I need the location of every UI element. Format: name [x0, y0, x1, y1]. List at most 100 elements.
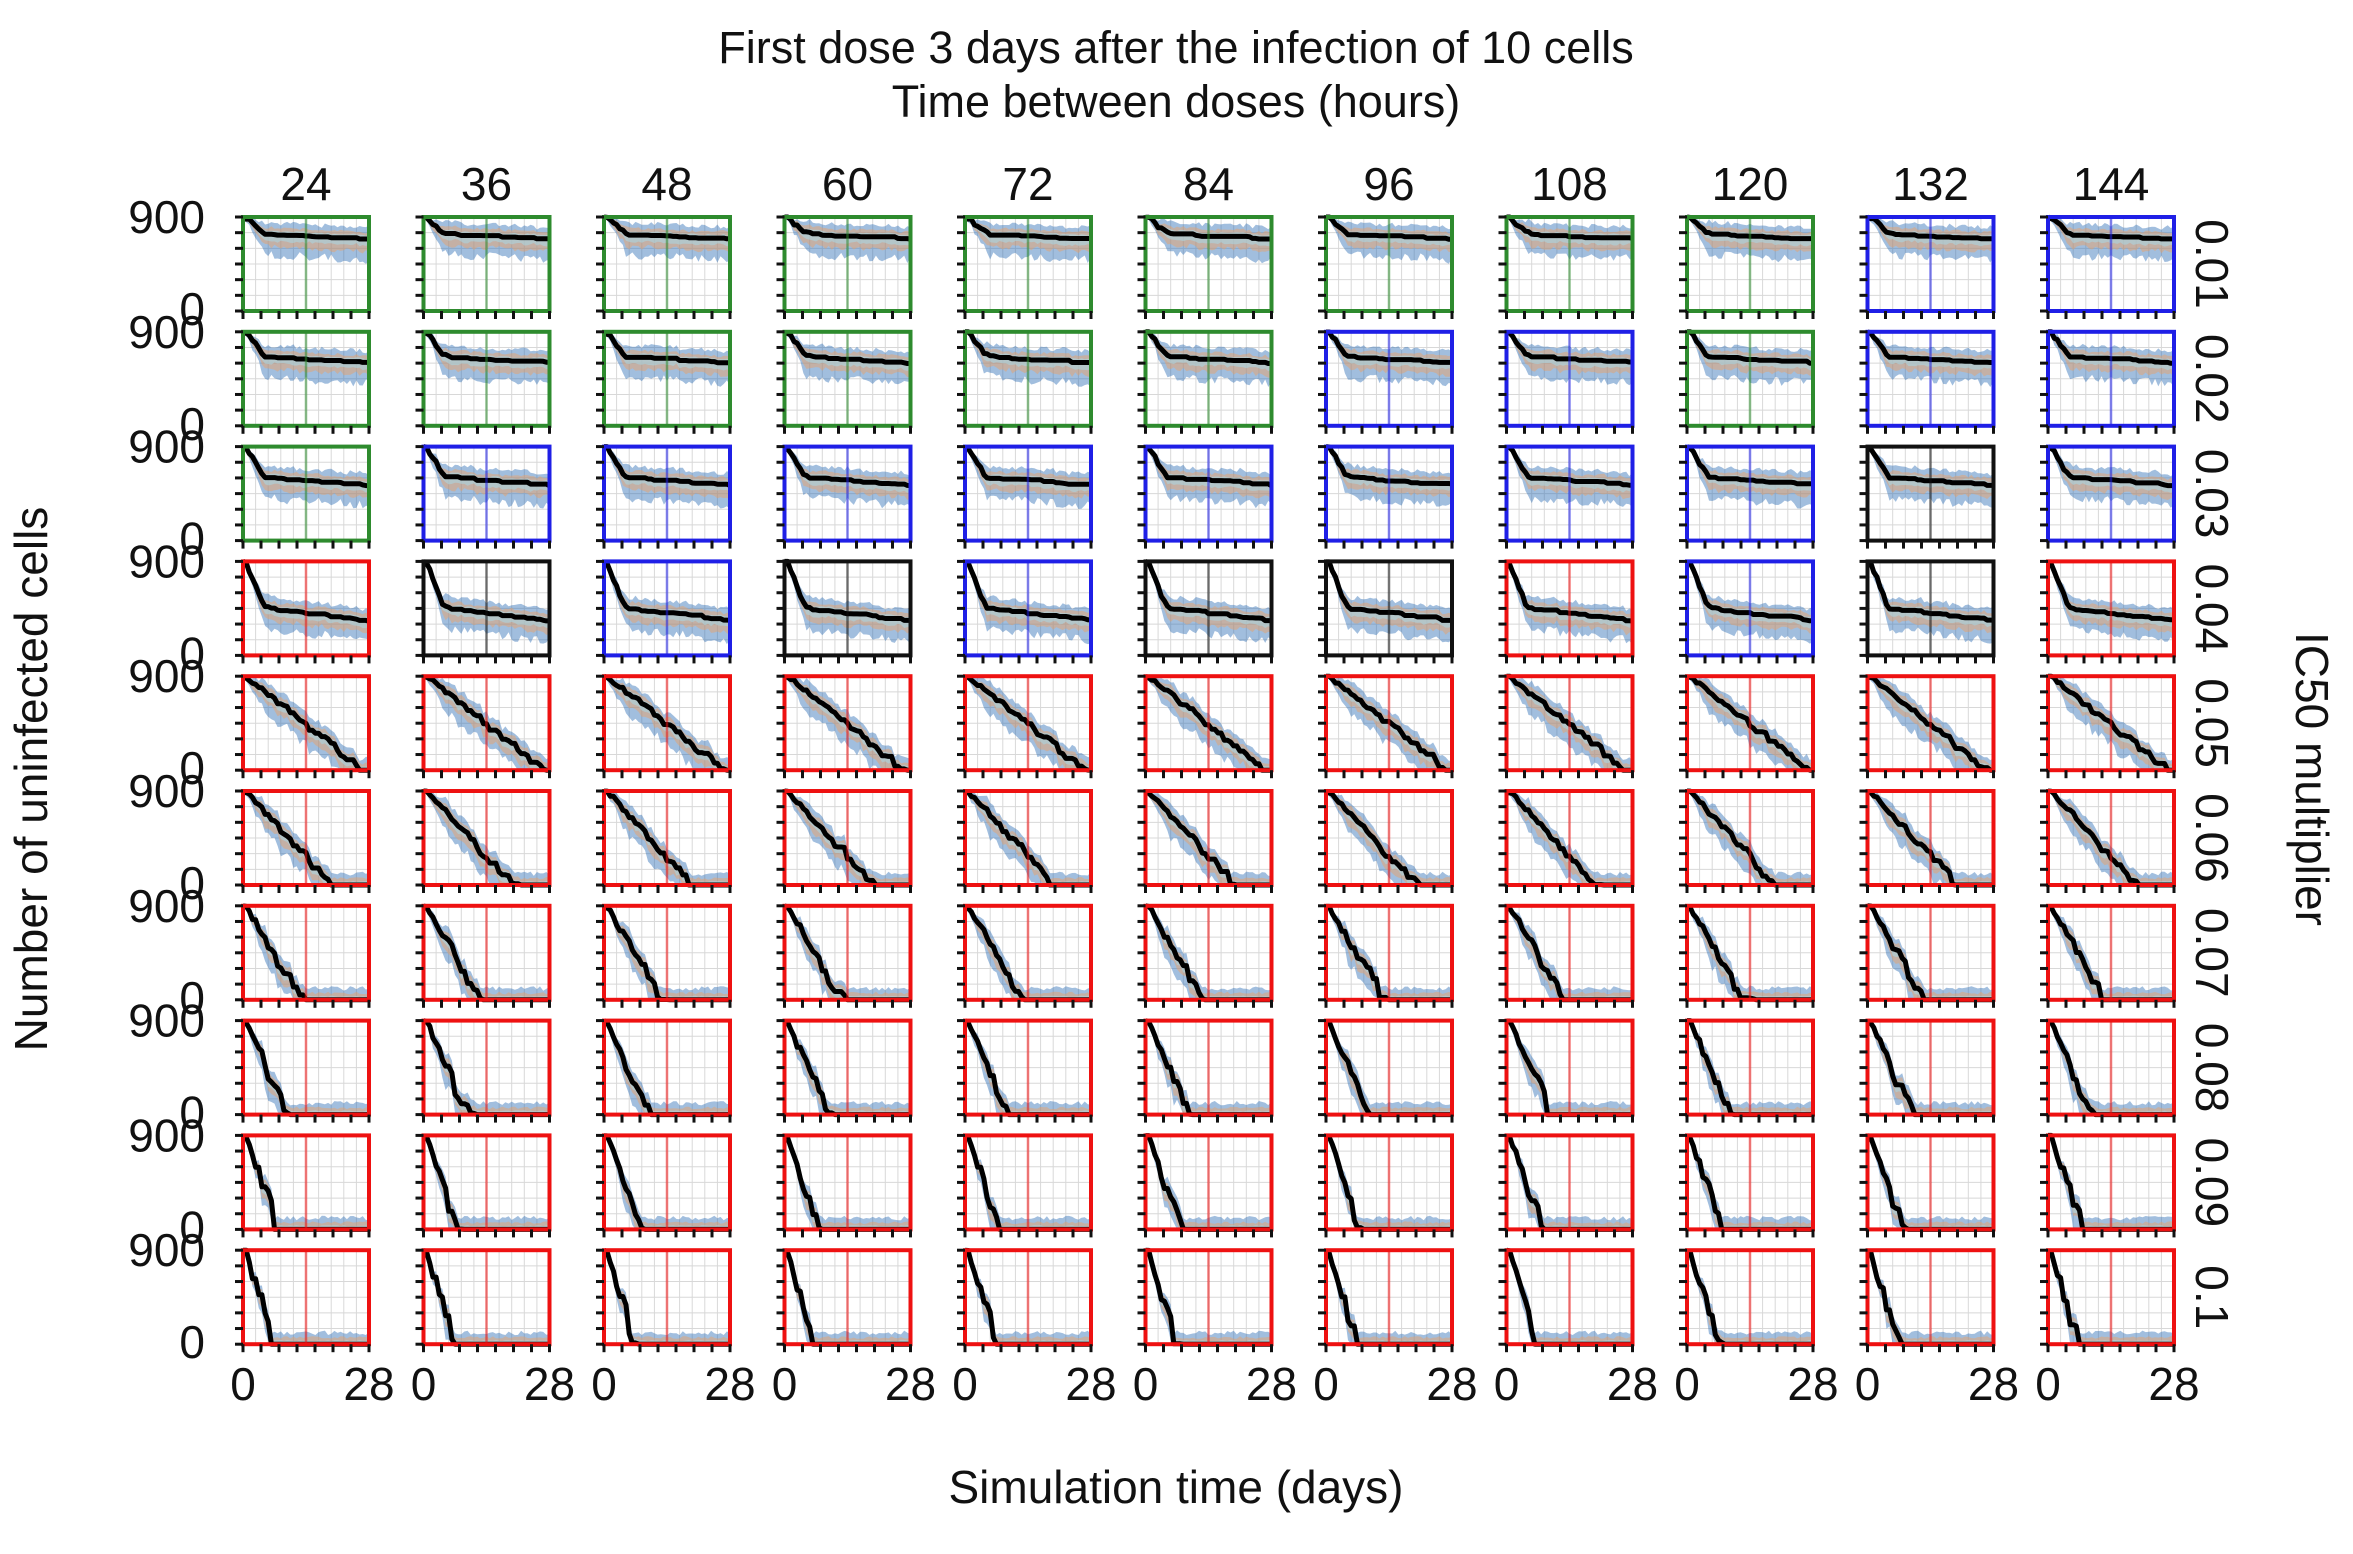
subplot-r3-c5 [1137, 559, 1274, 664]
subplot-r4-c5 [1137, 673, 1274, 779]
series-outer-band [1506, 906, 1633, 1000]
series-outer-band [243, 1250, 369, 1345]
subplot-r5-c0 [235, 789, 371, 893]
column-label: 132 [1892, 158, 1969, 210]
series-outer-band [1506, 1020, 1633, 1115]
x-tick-label: 0 [591, 1358, 617, 1410]
subplot-r5-c10 [2040, 788, 2176, 893]
series-middle-band [784, 1021, 911, 1115]
y-tick-label: 900 [128, 535, 205, 587]
y-tick-label: 900 [128, 191, 205, 243]
subplot-r2-c7 [1498, 444, 1635, 549]
subplot-r6-c4 [957, 903, 1093, 1008]
row-label: 0.07 [2186, 908, 2238, 998]
subplot-r3-c10 [2040, 559, 2176, 664]
subplot-r7-c4 [957, 1018, 1093, 1123]
subplot-r1-c6 [1318, 329, 1454, 434]
subplot-r5-c3 [776, 788, 913, 893]
series-outer-band [2048, 1250, 2174, 1345]
subplot-r9-c7 [1498, 1247, 1635, 1353]
subplot-r6-c9 [1859, 903, 1996, 1008]
x-tick-label: 0 [1133, 1358, 1159, 1410]
subplot-r3-c3 [776, 558, 913, 664]
series-inner-band [243, 1020, 369, 1115]
series-inner-band [1687, 562, 1813, 629]
subplot-r7-c9 [1859, 1018, 1996, 1123]
subplot-r4-c4 [957, 674, 1093, 779]
column-label: 144 [2073, 158, 2150, 210]
series-inner-band [1145, 905, 1272, 1000]
subplot-r4-c2 [596, 673, 732, 779]
column-label: 84 [1183, 158, 1234, 210]
subplot-r9-c10 [2040, 1248, 2176, 1353]
column-label: 120 [1712, 158, 1789, 210]
series-outer-band [1145, 1020, 1272, 1115]
subplot-r2-c2 [596, 444, 732, 549]
subplot-r7-c3 [776, 1018, 913, 1123]
subplot-r1-c3 [776, 329, 913, 434]
x-tick-label: 28 [1607, 1358, 1658, 1410]
subplot-r5-c2 [596, 788, 732, 893]
subplot-r1-c7 [1498, 329, 1635, 434]
subplot-r6-c2 [596, 903, 732, 1008]
y-tick-label: 900 [128, 765, 205, 817]
subplot-r3-c6 [1318, 559, 1454, 664]
row-axis-label: IC50 multiplier [2286, 632, 2338, 926]
subplot-grid: 24 36 48 60 72 84 96 108 120 132 144 0.01 0.02 0.03 0.… [128, 158, 2238, 1410]
series-outer-band [965, 905, 1091, 1000]
subplot-r7-c0 [235, 1018, 371, 1123]
x-tick-label: 28 [1787, 1358, 1838, 1410]
subplot-r5-c1 [415, 788, 552, 893]
series-outer-band [784, 1136, 911, 1230]
series-inner-band [1326, 446, 1452, 491]
subplot-r4-c3 [776, 674, 913, 779]
series-outer-band [604, 1250, 730, 1345]
subplot-r3-c8 [1679, 559, 1815, 664]
subplot-r8-c3 [776, 1133, 913, 1238]
row-label: 0.02 [2186, 334, 2238, 424]
series-outer-band [2048, 791, 2174, 885]
series-outer-band [1867, 1135, 1994, 1230]
series-outer-band [1687, 561, 1813, 644]
subplot-r0-c2 [596, 214, 732, 319]
column-label: 36 [461, 158, 512, 210]
series-inner-band [243, 905, 369, 1000]
series-outer-band [1687, 1135, 1813, 1230]
series-outer-band [1326, 1135, 1452, 1230]
subplot-r0-c10 [2040, 214, 2176, 319]
subplot-r3-c0 [235, 559, 371, 664]
subplot-r2-c4 [957, 444, 1093, 549]
x-tick-label: 0 [952, 1358, 978, 1410]
x-tick-label: 28 [704, 1358, 755, 1410]
x-axis-label: Simulation time (days) [948, 1461, 1403, 1513]
y-tick-label: 0 [179, 742, 205, 794]
subplot-r9-c8 [1679, 1248, 1815, 1353]
series-outer-band [1326, 1250, 1452, 1345]
x-tick-label: 28 [885, 1358, 936, 1410]
y-tick-label: 0 [179, 398, 205, 450]
y-tick-label: 900 [128, 421, 205, 473]
x-tick-label: 0 [230, 1358, 256, 1410]
x-tick-label: 0 [411, 1358, 437, 1410]
row-label: 0.03 [2186, 449, 2238, 539]
subplot-r0-c9 [1859, 214, 1996, 319]
subplot-r2-c6 [1318, 444, 1454, 549]
subplot-r3-c1 [415, 559, 552, 664]
subplot-r2-c10 [2040, 444, 2176, 549]
subplot-r1-c5 [1137, 329, 1274, 434]
y-tick-label: 0 [179, 1201, 205, 1253]
subplot-r1-c4 [957, 329, 1093, 434]
subplot-r9-c3 [776, 1248, 913, 1353]
series-outer-band [243, 1135, 369, 1230]
subplot-r8-c9 [1859, 1133, 1996, 1238]
subplot-r3-c4 [957, 559, 1093, 664]
subplot-r5-c4 [957, 789, 1093, 893]
y-tick-label: 0 [179, 1316, 205, 1368]
y-tick-label: 900 [128, 995, 205, 1047]
x-tick-label: 28 [524, 1358, 575, 1410]
series-outer-band [1326, 791, 1452, 885]
series-middle-band [965, 905, 1091, 1000]
chart-title: First dose 3 days after the infection of… [718, 22, 1633, 73]
series-middle-band [1506, 906, 1633, 1000]
